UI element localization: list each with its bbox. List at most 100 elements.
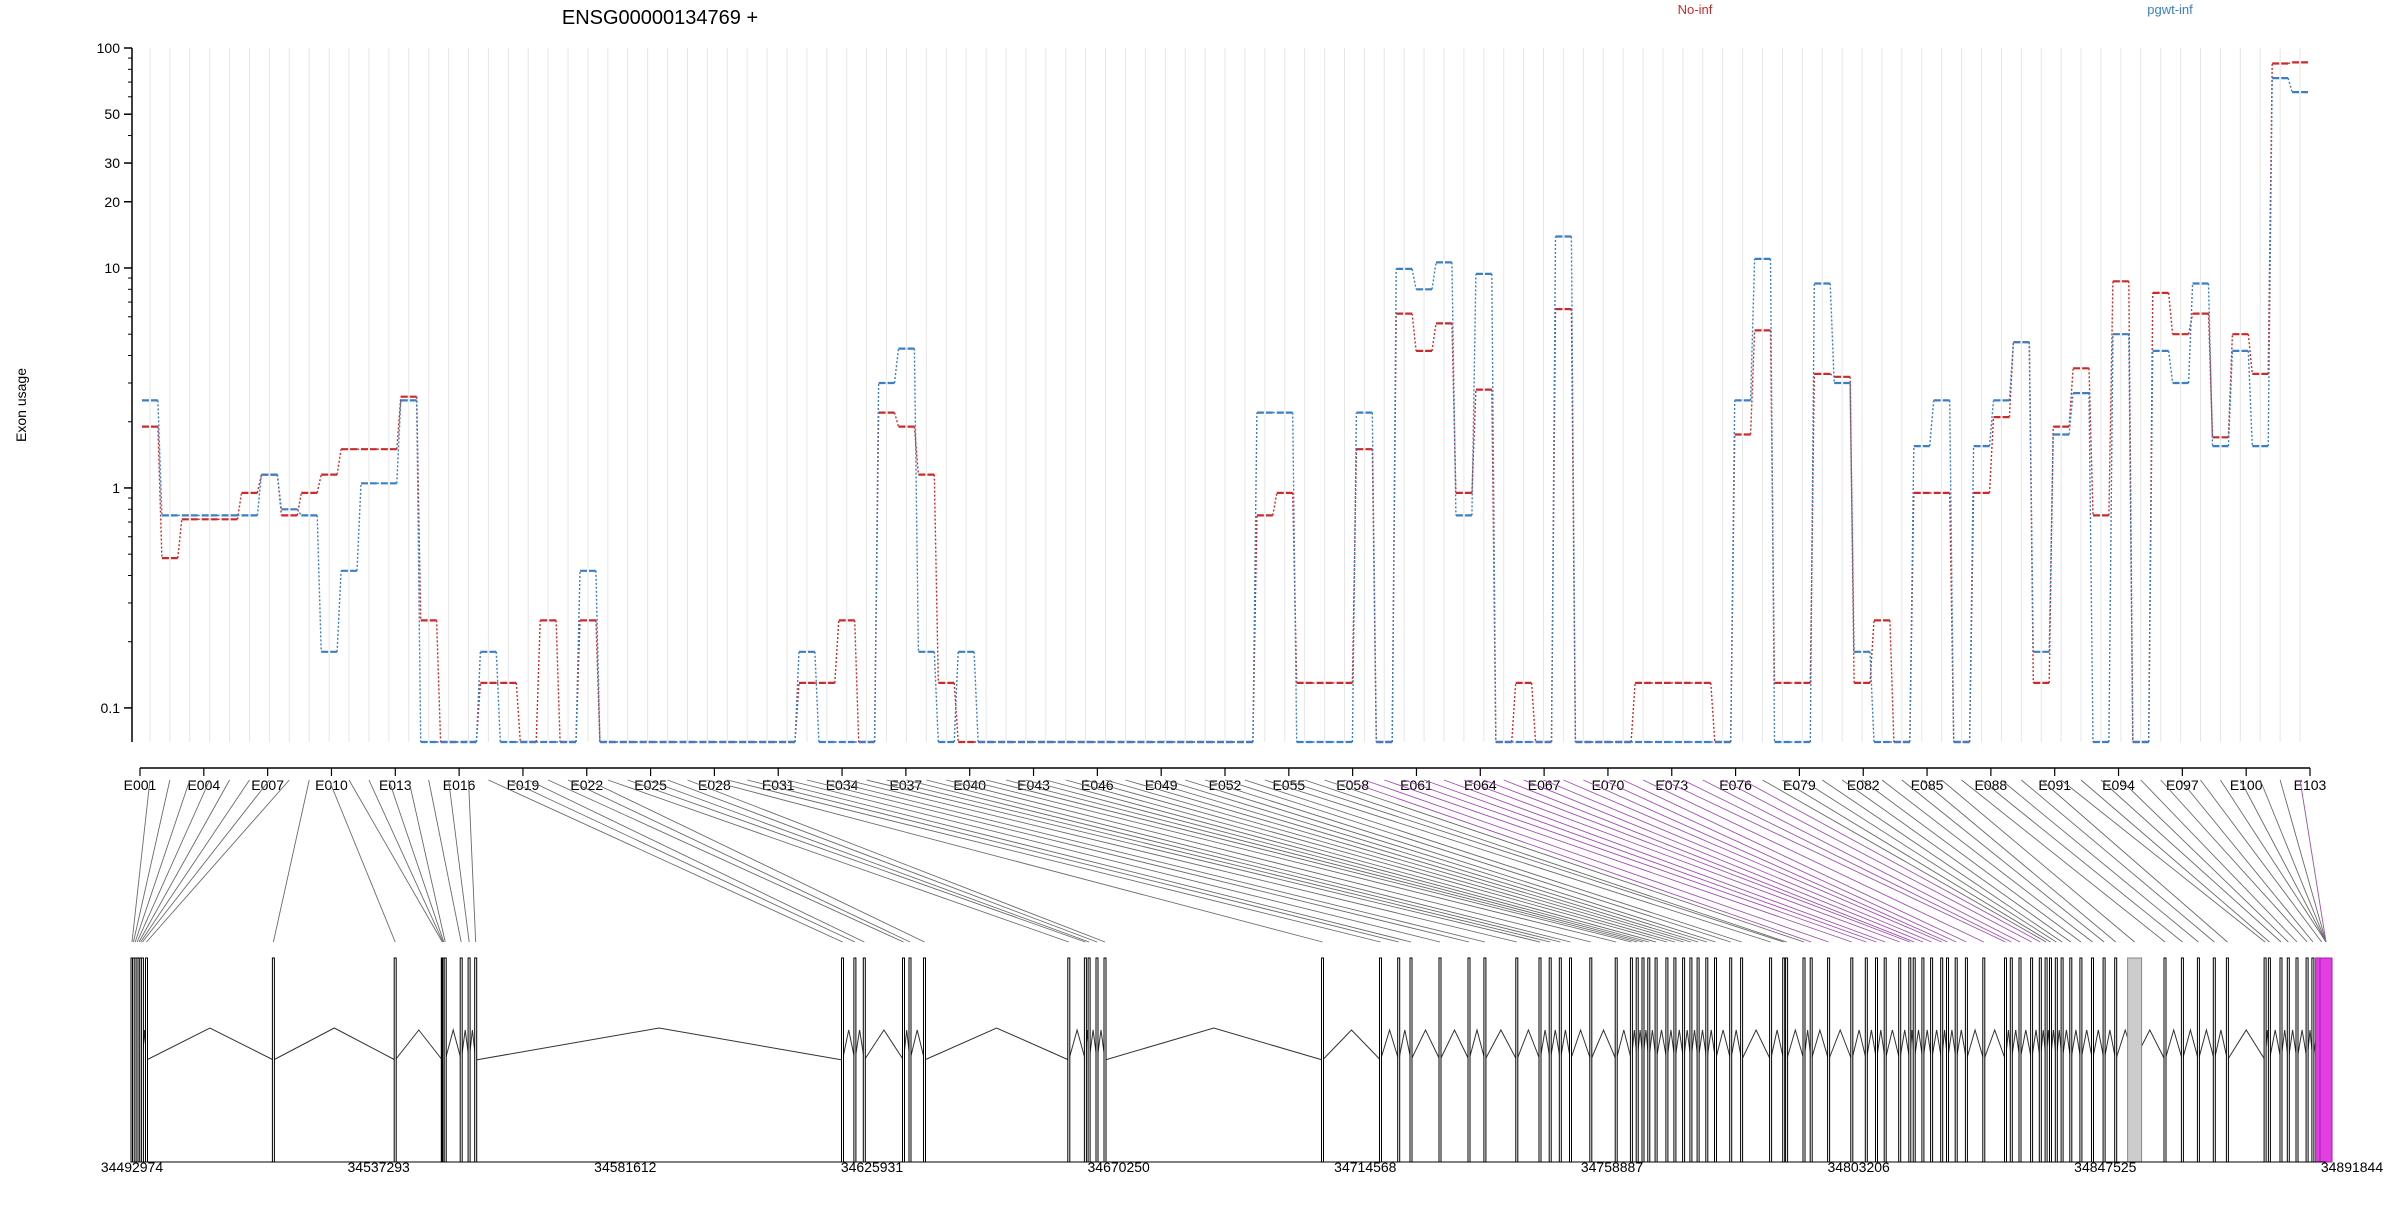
intron-line <box>1590 1028 1617 1061</box>
y-axis-label: Exon usage <box>13 368 29 442</box>
exon-box <box>1635 957 1639 1163</box>
y-tick-label: 30 <box>104 155 120 171</box>
exon-box <box>1954 957 1958 1163</box>
exon-connector <box>1005 779 1638 943</box>
exon-box <box>1802 957 1806 1163</box>
exon-connector <box>1065 779 1657 943</box>
exon-connector <box>1463 779 1900 943</box>
exon-connector <box>1185 779 1707 943</box>
intron-line <box>1380 1028 1400 1061</box>
intron-line <box>1549 1029 1561 1061</box>
x-tick-label: E025 <box>634 777 667 793</box>
series-transition-line <box>157 77 2293 743</box>
exon-box <box>1103 957 1107 1163</box>
exon-connector <box>508 779 856 943</box>
exon-connector <box>1264 779 1771 943</box>
exon-connector <box>2160 779 2308 943</box>
intron-line <box>273 1027 396 1061</box>
exon-box <box>2069 957 2073 1163</box>
exon-connector <box>2279 779 2327 943</box>
x-tick-label: E091 <box>2038 777 2071 793</box>
x-axis: E001E004E007E010E013E016E019E022E025E028… <box>124 767 2327 793</box>
exon-connector <box>368 779 444 943</box>
exon-connector <box>1802 779 2057 943</box>
exon-connector <box>2001 779 2199 943</box>
exon-box <box>2079 957 2083 1163</box>
exon-box <box>2279 957 2283 1163</box>
exon-connector <box>2080 779 2270 943</box>
exon-connector <box>1782 779 2051 943</box>
legend-no-inf: No-inf <box>1678 2 1713 17</box>
exon-box <box>1641 957 1645 1163</box>
exon-box <box>1614 957 1618 1163</box>
exon-connector <box>131 779 151 943</box>
exon-connector <box>806 779 1470 943</box>
exon-connector <box>966 779 1617 943</box>
y-axis: 0.1 1 10 20 30 50 100 <box>97 40 133 742</box>
exon-box <box>2054 957 2058 1163</box>
exon-box <box>1875 957 1878 1163</box>
exon-box <box>2286 957 2290 1163</box>
intron-line <box>1884 1029 1901 1061</box>
exon-connector <box>448 779 470 943</box>
exon-box <box>1467 957 1471 1163</box>
exon-box <box>2311 957 2315 1163</box>
y-tick-label: 0.1 <box>101 700 121 716</box>
exon-connector <box>528 779 865 943</box>
exon-connector <box>1881 779 2093 943</box>
exon-connector <box>1045 779 1649 943</box>
intron-line <box>1770 1029 1785 1061</box>
exon-box <box>1321 957 1324 1163</box>
genomic-coordinate-label: 34537293 <box>348 1159 411 1175</box>
exon-connector <box>607 779 1069 943</box>
exon-connector <box>587 779 925 943</box>
exon-box <box>1930 957 1934 1163</box>
intron-line <box>146 1027 274 1061</box>
exon-box <box>1665 957 1669 1163</box>
x-tick-label: E055 <box>1272 777 1305 793</box>
intron-line <box>1865 1029 1877 1061</box>
exon-connector <box>1145 779 1691 943</box>
exon-connector <box>2259 779 2327 943</box>
intron-line <box>854 1029 865 1061</box>
exon-connector-lines <box>131 779 2327 943</box>
exon-box <box>393 957 397 1163</box>
x-tick-label: E079 <box>1783 777 1816 793</box>
genomic-coordinate-label: 34625931 <box>841 1159 904 1175</box>
x-tick-label: E097 <box>2166 777 2199 793</box>
exon-connector <box>1961 779 2166 943</box>
exon-box <box>2030 957 2034 1163</box>
exon-connector <box>2220 779 2327 943</box>
exon-box <box>1083 957 1087 1163</box>
exon-box <box>459 957 463 1163</box>
exon-box <box>1946 957 1949 1163</box>
exon-connector <box>1702 779 2021 943</box>
intron-line <box>1104 1027 1323 1061</box>
intron-line <box>394 1029 443 1061</box>
exon-connector <box>2040 779 2228 943</box>
x-tick-label: E004 <box>187 777 220 793</box>
x-tick-label: E070 <box>1592 777 1625 793</box>
exon-connector <box>138 779 230 943</box>
y-tick-label: 1 <box>112 480 120 496</box>
exon-box <box>1483 957 1487 1163</box>
intron-line <box>1068 1028 1086 1061</box>
exon-connector <box>767 779 1412 943</box>
exon-connector <box>1085 779 1668 943</box>
exon-connector <box>1304 779 1787 943</box>
exon-box <box>841 957 844 1163</box>
x-tick-label: E016 <box>443 777 476 793</box>
intron-line <box>1570 1028 1592 1061</box>
exon-box <box>2102 957 2106 1163</box>
exon-box <box>1689 957 1693 1163</box>
intron-line <box>909 1029 925 1061</box>
exon-box <box>1729 957 1733 1163</box>
intron-line <box>2164 1028 2183 1061</box>
exon-box <box>902 957 905 1163</box>
exon-box <box>1898 957 1902 1163</box>
exon-connector <box>2120 779 2289 943</box>
exon-box <box>140 957 144 1163</box>
y-tick-label: 10 <box>104 260 120 276</box>
exon-box <box>1740 957 1744 1163</box>
